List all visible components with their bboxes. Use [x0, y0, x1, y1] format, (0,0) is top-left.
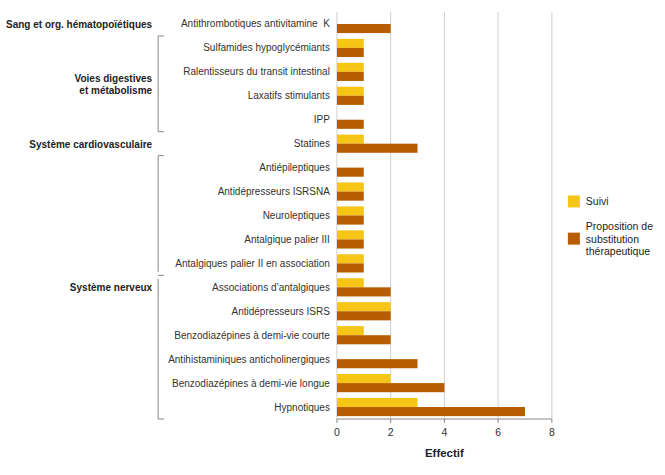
- legend-swatch: [568, 233, 580, 245]
- y-tick-label: Statines: [294, 138, 330, 149]
- grid-line: [444, 12, 445, 419]
- bar: [337, 350, 338, 359]
- bar: [337, 182, 364, 191]
- group-labels: Sang et org. hématopoïétiques Voies diges…: [6, 18, 164, 419]
- bar: [337, 87, 364, 96]
- y-tick-label: Laxatifs stimulants: [248, 90, 330, 101]
- bar: [337, 63, 364, 72]
- group-label: Système cardiovasculaire: [29, 138, 152, 149]
- x-tick: [551, 419, 552, 423]
- y-tick-label: Antalgiques palier II en association: [175, 258, 330, 269]
- x-tick-label: 0: [334, 426, 340, 438]
- y-tick-label: Benzodiazépines à demi-vie longue: [172, 378, 330, 389]
- bar: [337, 135, 364, 144]
- bar: [337, 111, 338, 120]
- x-tick: [390, 419, 391, 423]
- bar: [337, 302, 391, 311]
- bar: [337, 48, 364, 57]
- x-tick: [336, 419, 337, 423]
- x-axis-label: Effectif: [425, 447, 464, 459]
- group-bracket: [158, 36, 164, 132]
- y-tick-label: Sulfamides hypoglycémiants: [203, 42, 330, 53]
- bar: [337, 239, 364, 248]
- x-tick: [498, 419, 499, 423]
- legend-swatch: [568, 195, 580, 207]
- y-tick-label: Benzodiazépines à demi-vie courte: [174, 330, 330, 341]
- group-label: Voies digestiveset métabolisme: [75, 72, 153, 95]
- legend-label: Suivi: [586, 195, 609, 207]
- x-tick-label: 4: [441, 426, 447, 438]
- y-tick-label: Hypnotiques: [274, 402, 330, 413]
- bar: [337, 206, 364, 215]
- y-tick-label: Associations d’antalgiques: [212, 282, 330, 293]
- group-label: Système nerveux: [70, 282, 153, 293]
- y-tick-label: IPP: [314, 114, 330, 125]
- group-bracket: [158, 156, 164, 419]
- bars: [337, 24, 525, 416]
- x-ticks: 0 2 4 6 8: [334, 419, 555, 438]
- bar: [337, 230, 364, 239]
- bar: [337, 39, 364, 48]
- grid: [337, 12, 552, 419]
- y-ticks: Antithrombotiques antivitamine K Sulfamid…: [168, 18, 330, 412]
- bar: [337, 326, 364, 335]
- x-tick-label: 2: [388, 426, 394, 438]
- chart: 0 2 4 6 8 Effectif Antithrombotiques antivitam…: [0, 0, 665, 475]
- bar: [337, 24, 391, 33]
- y-tick-label: Antalgique palier III: [244, 234, 330, 245]
- grid-line: [551, 12, 552, 419]
- bar: [337, 192, 364, 201]
- bar: [337, 278, 364, 287]
- grid-line: [390, 12, 391, 419]
- bar: [337, 359, 418, 368]
- bar: [337, 263, 364, 272]
- y-tick-label: Neuroleptiques: [263, 210, 330, 221]
- bar: [337, 287, 391, 296]
- bar: [337, 374, 391, 383]
- bar: [337, 335, 391, 344]
- bar: [337, 407, 525, 416]
- bar: [337, 15, 338, 24]
- grid-line: [498, 12, 499, 419]
- y-tick-label: Antithrombotiques antivitamine K: [181, 18, 330, 29]
- y-tick-label: Antidépresseurs ISRS: [232, 306, 331, 317]
- bar: [337, 144, 418, 153]
- y-tick-label: Ralentisseurs du transit intestinal: [183, 66, 330, 77]
- bar: [337, 398, 418, 407]
- bar: [337, 159, 338, 168]
- y-tick-label: Antihistaminiques anticholinergiques: [168, 354, 330, 365]
- x-tick-label: 6: [495, 426, 501, 438]
- bar: [337, 216, 364, 225]
- y-tick-label: Antidépresseurs ISRSNA: [218, 186, 331, 197]
- legend-label: Proposition desubstitutionthérapeutique: [586, 220, 653, 257]
- x-tick: [444, 419, 445, 423]
- bar: [337, 72, 364, 81]
- bar: [337, 168, 364, 177]
- bar: [337, 96, 364, 105]
- x-tick-label: 8: [549, 426, 555, 438]
- bar: [337, 383, 444, 392]
- bar: [337, 254, 364, 263]
- bar: [337, 311, 391, 320]
- legend: Suivi Proposition desubstitutionthérapeut…: [568, 195, 653, 257]
- y-tick-label: Antiépileptiques: [259, 162, 330, 173]
- bar: [337, 120, 364, 129]
- group-label: Sang et org. hématopoïétiques: [6, 18, 153, 29]
